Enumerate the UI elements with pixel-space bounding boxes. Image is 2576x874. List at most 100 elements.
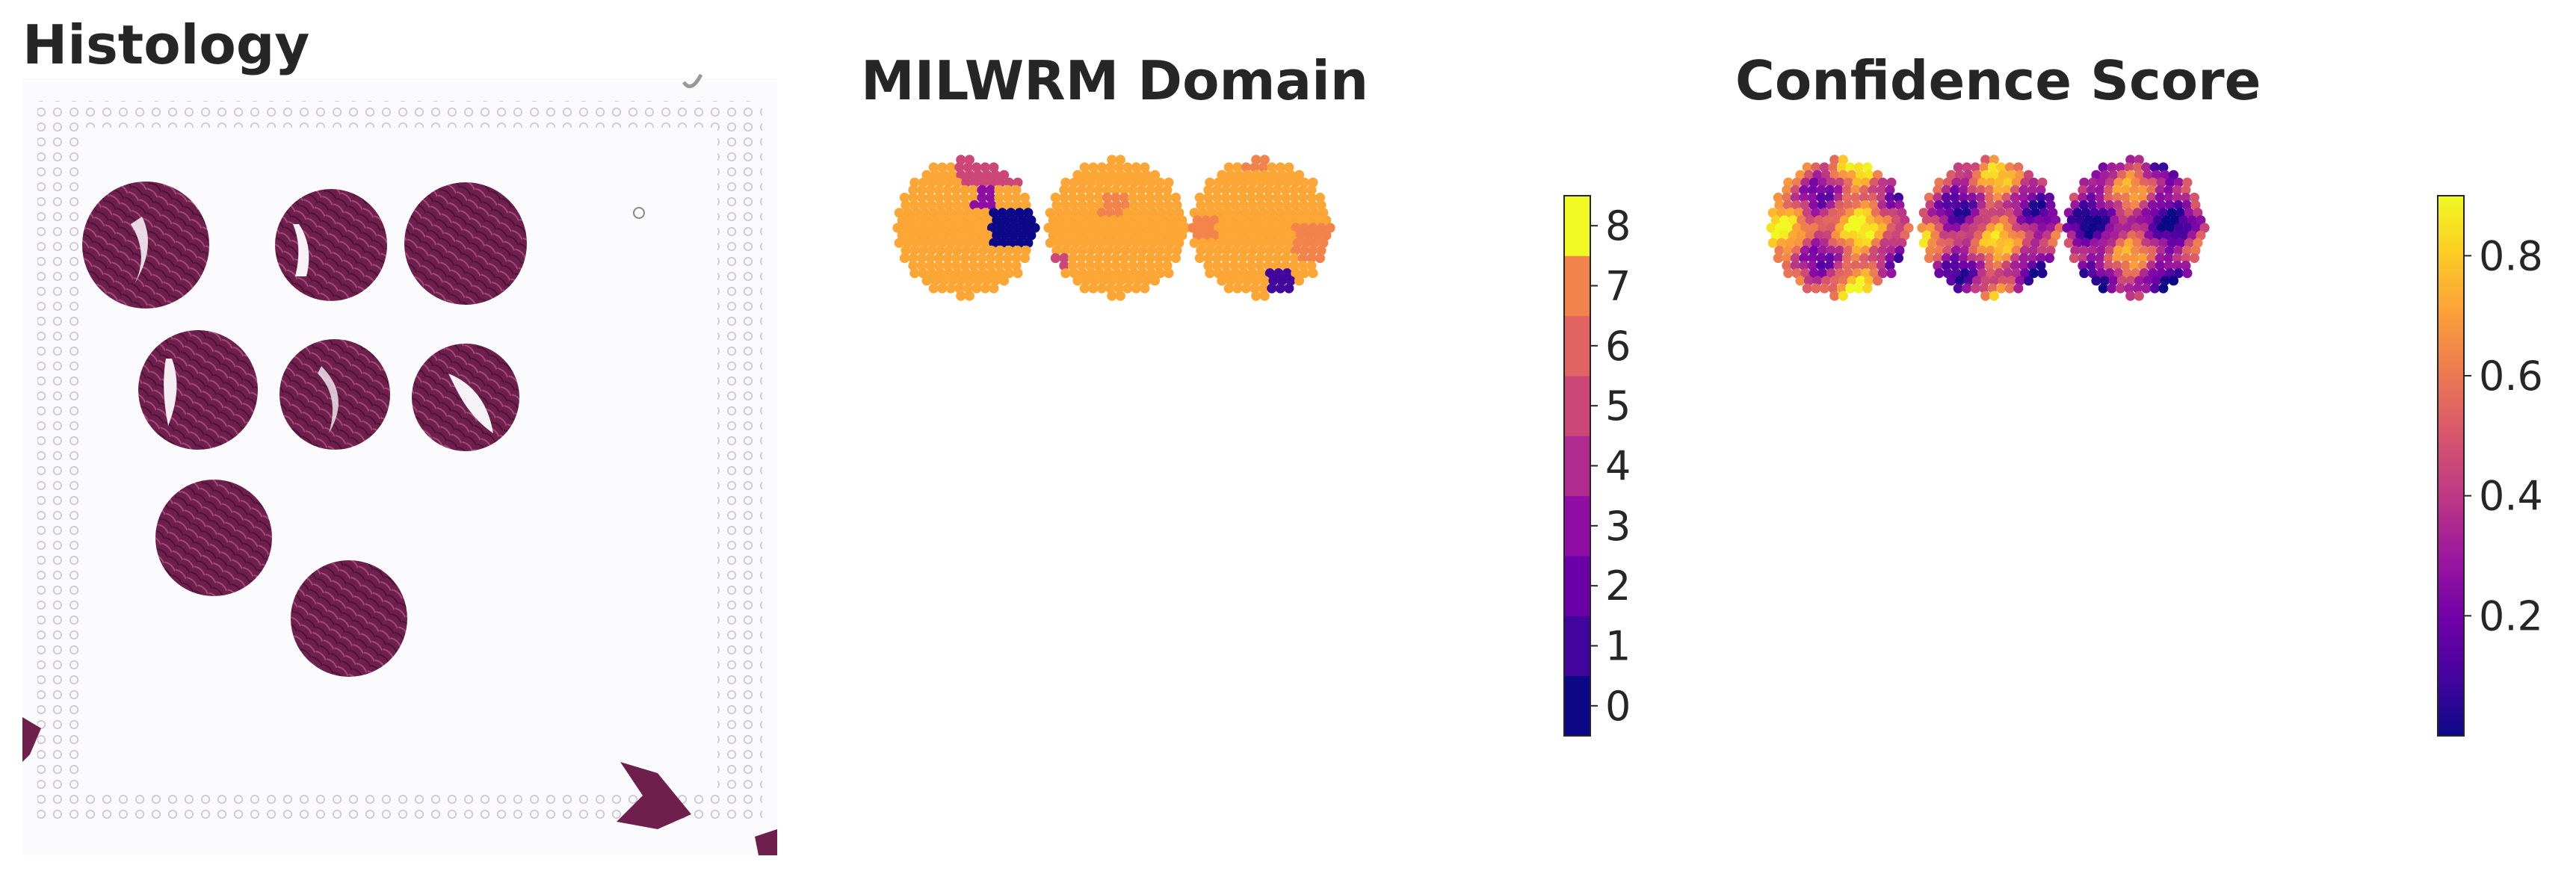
confidence-spot <box>1850 252 1861 264</box>
domain-spot <box>994 185 1004 195</box>
domain-spot <box>1019 252 1030 264</box>
domain-spot <box>995 200 1005 211</box>
confidence-spot <box>1925 245 1936 255</box>
domain-spot <box>1290 245 1300 255</box>
tissue-core <box>138 330 258 450</box>
domain-spot <box>947 276 958 286</box>
domain-spot <box>1276 276 1288 286</box>
domain-spot <box>1247 200 1258 211</box>
domain-spot <box>1238 200 1249 211</box>
confidence-spot <box>1990 230 2001 241</box>
domain-spot <box>1273 200 1283 211</box>
confidence-spot <box>1868 261 1878 271</box>
domain-spot <box>1290 200 1300 211</box>
confidence-spot <box>1968 268 1979 279</box>
confidence-spot <box>2019 200 2030 211</box>
domain-spot <box>1263 185 1273 195</box>
confidence-spot <box>1860 200 1871 211</box>
domain-spot <box>980 283 990 294</box>
confidence-spot <box>2163 185 2174 195</box>
domain-spot <box>1111 192 1121 203</box>
confidence-spot <box>1834 245 1844 255</box>
domain-spot <box>1162 192 1173 203</box>
domain-spot <box>1256 177 1267 187</box>
domain-spot <box>1128 200 1139 211</box>
domain-spot <box>1160 215 1170 226</box>
domain-spot <box>1304 215 1315 226</box>
confidence-spot <box>2166 208 2177 218</box>
domain-spot <box>1149 170 1161 180</box>
confidence-spot <box>1877 268 1888 279</box>
domain-spot <box>1019 192 1030 203</box>
domain-spot <box>994 261 1004 271</box>
confidence-spot <box>1885 245 1896 255</box>
domain-spot <box>1276 170 1288 180</box>
domain-spot <box>1067 261 1078 271</box>
domain-spot <box>1054 238 1064 248</box>
confidence-spot <box>1835 268 1845 279</box>
domain-spot <box>1196 200 1206 211</box>
domain-spot <box>1285 276 1296 286</box>
confidence-spot <box>2163 252 2174 264</box>
domain-spot <box>1282 268 1292 279</box>
domain-spot <box>1232 162 1243 173</box>
confidence-spot <box>1968 177 1979 187</box>
domain-spot <box>998 170 1010 180</box>
confidence-spot <box>2004 208 2015 218</box>
domain-spot <box>1264 177 1275 187</box>
confidence-spot <box>1843 268 1853 279</box>
confidence-spot <box>2101 215 2111 226</box>
domain-spot <box>1137 177 1148 187</box>
domain-spot <box>1256 268 1267 279</box>
confidence-spot <box>2092 230 2103 241</box>
domain-spot <box>1131 208 1141 218</box>
domain-spot <box>1247 223 1258 233</box>
confidence-spot <box>1975 261 1986 271</box>
confidence-spot <box>2089 238 2100 248</box>
confidence-spot <box>2158 283 2169 294</box>
confidence-spot <box>1843 223 1854 233</box>
confidence-spot <box>1852 223 1862 233</box>
domain-spot <box>1213 177 1223 187</box>
domain-spot <box>977 185 987 195</box>
domain-spot <box>968 252 978 264</box>
domain-spot <box>1203 252 1214 264</box>
confidence-spot <box>2158 238 2169 248</box>
confidence-spot <box>1843 200 1853 211</box>
domain-spot <box>1246 185 1256 195</box>
confidence-spot <box>1860 245 1871 255</box>
domain-spot <box>1241 283 1251 294</box>
confidence-spot <box>1835 177 1845 187</box>
confidence-spot <box>2037 223 2048 233</box>
domain-spot <box>1128 245 1139 255</box>
confidence-spot <box>1824 192 1835 203</box>
confidence-spot <box>1782 245 1793 255</box>
domain-spot <box>1306 261 1317 271</box>
domain-spot <box>1091 230 1102 241</box>
domain-spot <box>1108 215 1119 226</box>
domain-spot <box>1211 192 1222 203</box>
confidence-spot <box>1992 252 2003 264</box>
colorbar-tick-label: 5 <box>1605 382 1631 430</box>
domain-spot <box>1225 170 1236 180</box>
confidence-spot <box>1855 276 1866 286</box>
domain-spot <box>1136 252 1146 264</box>
domain-spot <box>1223 238 1234 248</box>
domain-spot <box>1253 215 1263 226</box>
confidence-spot <box>1973 230 1983 241</box>
confidence-spot <box>1845 238 1856 248</box>
domain-spot <box>1060 223 1071 233</box>
confidence-spot <box>2028 200 2039 211</box>
confidence-spot <box>2116 276 2128 286</box>
confidence-spot <box>2156 177 2166 187</box>
domain-spot <box>1004 177 1014 187</box>
confidence-spot <box>1939 215 1949 226</box>
domain-spot <box>977 245 988 255</box>
domain-spot <box>1244 215 1254 226</box>
confidence-spot <box>2069 252 2079 264</box>
confidence-spot <box>2182 177 2193 187</box>
domain-spot <box>995 177 1006 187</box>
domain-spot <box>894 238 904 248</box>
confidence-spot <box>2168 170 2179 180</box>
